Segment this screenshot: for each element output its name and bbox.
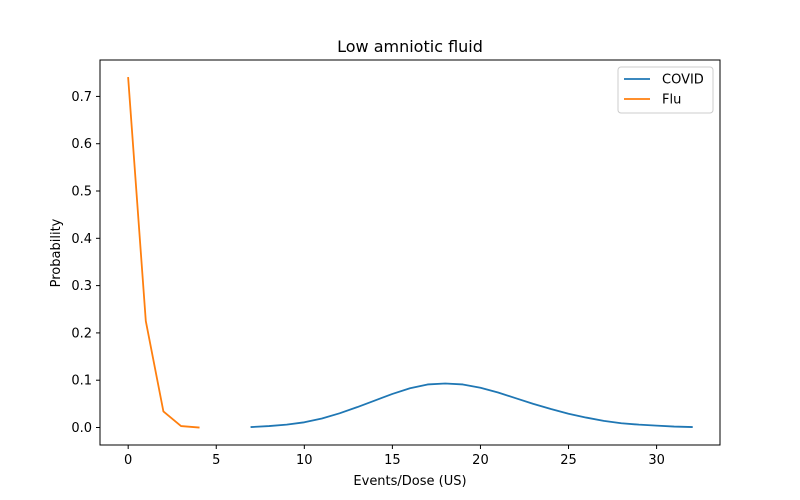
x-tick-label: 5 <box>212 453 220 468</box>
y-tick-label: 0.0 <box>71 421 92 436</box>
y-axis-label: Probability <box>49 218 64 287</box>
y-tick-label: 0.7 <box>71 90 92 105</box>
legend: COVID Flu <box>617 66 714 114</box>
plot-frame <box>99 59 721 446</box>
series-line-covid <box>250 382 693 428</box>
x-tick-label: 10 <box>296 453 313 468</box>
x-tick-label: 15 <box>384 453 401 468</box>
x-axis-ticks: 0 5 10 15 20 25 30 <box>124 445 665 468</box>
x-tick-label: 25 <box>560 453 577 468</box>
y-tick-label: 0.1 <box>71 374 92 389</box>
x-tick-label: 20 <box>472 453 489 468</box>
x-axis-label: Events/Dose (US) <box>353 474 466 489</box>
legend-label-flu: Flu <box>662 93 681 108</box>
y-axis-ticks: 0.0 0.1 0.2 0.3 0.4 0.5 0.6 0.7 <box>71 90 100 436</box>
y-tick-label: 0.5 <box>71 185 92 200</box>
x-tick-label: 30 <box>648 453 665 468</box>
plot-lines <box>127 77 693 429</box>
y-tick-label: 0.4 <box>71 232 92 247</box>
y-tick-label: 0.6 <box>71 137 92 152</box>
y-tick-label: 0.2 <box>71 326 92 341</box>
legend-label-covid: COVID <box>662 73 704 88</box>
y-tick-label: 0.3 <box>71 279 92 294</box>
chart-title: Low amniotic fluid <box>337 37 483 56</box>
series-line-flu <box>127 77 200 429</box>
x-tick-label: 0 <box>124 453 132 468</box>
